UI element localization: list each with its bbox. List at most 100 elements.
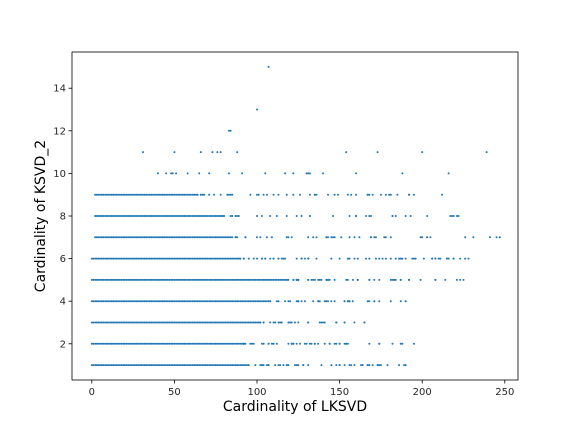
data-point [156, 172, 159, 175]
data-point [191, 215, 194, 217]
data-point [180, 215, 183, 217]
data-point [287, 300, 290, 303]
data-point [163, 215, 166, 217]
data-point [122, 257, 125, 260]
data-point [194, 278, 197, 281]
data-point [140, 321, 143, 324]
data-point [151, 215, 154, 217]
data-point [161, 193, 164, 196]
data-point [127, 342, 130, 345]
data-point [189, 321, 192, 324]
data-point [100, 300, 103, 303]
data-point [193, 321, 196, 324]
data-point [120, 236, 123, 239]
data-point [295, 278, 298, 281]
data-point [183, 364, 186, 367]
data-point [183, 278, 186, 281]
data-point [399, 278, 402, 281]
data-point [196, 300, 199, 303]
data-point [201, 278, 204, 281]
data-point [170, 236, 173, 239]
data-point [184, 364, 187, 367]
data-point [277, 278, 280, 281]
data-point [135, 215, 138, 217]
data-point [113, 193, 116, 196]
data-point [378, 257, 381, 260]
data-point [191, 257, 194, 260]
data-point [389, 193, 392, 196]
data-point [153, 342, 156, 345]
data-point [325, 300, 328, 303]
data-point [201, 342, 204, 345]
data-point [173, 151, 176, 154]
data-point [138, 300, 141, 303]
data-point [209, 215, 212, 217]
data-point [188, 321, 191, 324]
data-point [181, 300, 184, 303]
data-point [181, 364, 184, 367]
data-point [135, 278, 138, 281]
data-point [117, 257, 120, 260]
data-point [117, 300, 120, 303]
data-point [218, 321, 221, 324]
data-point [214, 300, 217, 303]
data-point [92, 257, 95, 260]
data-point [227, 278, 230, 281]
data-point [318, 321, 321, 324]
x-tick-label: 200 [413, 387, 432, 398]
data-point [327, 278, 330, 281]
data-point [244, 236, 247, 239]
data-point [146, 300, 149, 303]
data-point [300, 257, 303, 260]
data-point [95, 236, 98, 239]
data-point [236, 364, 239, 367]
y-axis-label: Cardinality of KSVD_2 [33, 140, 49, 292]
data-point [252, 342, 255, 345]
data-point [229, 236, 232, 239]
data-point [391, 342, 394, 345]
data-point [272, 193, 275, 196]
data-point [284, 257, 287, 260]
data-point [115, 278, 118, 281]
data-point [175, 300, 178, 303]
data-point [244, 364, 247, 367]
data-point [130, 193, 133, 196]
data-point [127, 215, 130, 217]
data-point [239, 300, 242, 303]
data-point [186, 257, 189, 260]
data-point [303, 257, 306, 260]
data-point [125, 257, 128, 260]
data-point [196, 278, 199, 281]
data-point [252, 257, 255, 260]
data-point [181, 257, 184, 260]
data-point [335, 321, 338, 324]
data-point [396, 193, 399, 196]
data-point [254, 321, 257, 324]
data-point [239, 257, 242, 260]
data-point [99, 257, 102, 260]
data-point [331, 215, 334, 217]
data-point [97, 193, 100, 196]
data-point [135, 342, 138, 345]
data-point [389, 300, 392, 303]
data-point [150, 193, 153, 196]
data-point [105, 342, 108, 345]
data-point [127, 321, 130, 324]
data-point [118, 193, 121, 196]
data-point [188, 257, 191, 260]
data-point [146, 215, 149, 217]
data-point [213, 321, 216, 324]
data-point [231, 278, 234, 281]
data-point [317, 278, 320, 281]
data-point [127, 364, 130, 367]
data-point [142, 193, 145, 196]
data-point [229, 300, 232, 303]
data-point [226, 257, 229, 260]
data-point [113, 300, 116, 303]
data-point [108, 300, 111, 303]
data-point [218, 278, 221, 281]
data-point [188, 300, 191, 303]
data-point [232, 364, 235, 367]
data-point [251, 300, 254, 303]
data-point [218, 342, 221, 345]
